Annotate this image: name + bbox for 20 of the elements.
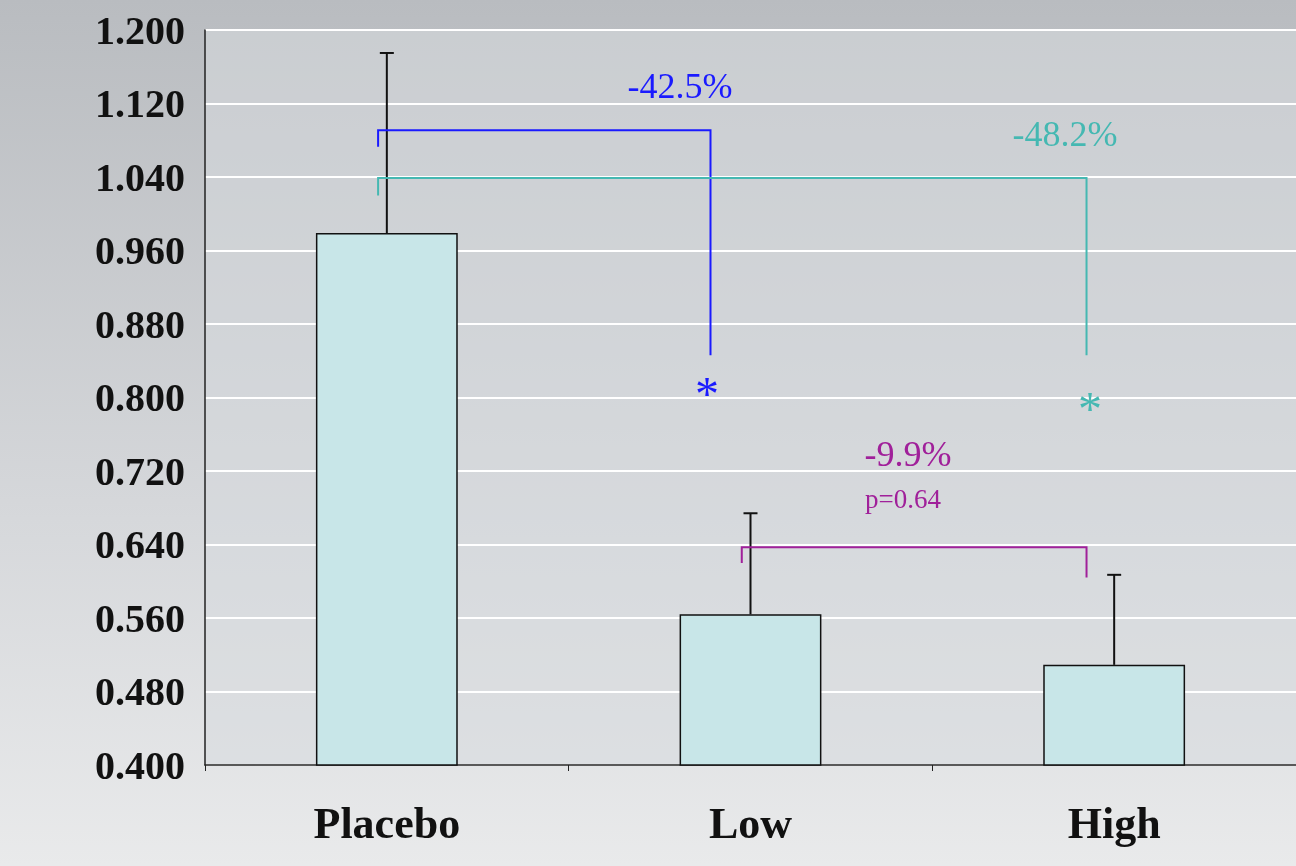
annotation: *: [695, 367, 719, 420]
y-tick-label: 0.640: [95, 522, 185, 567]
y-tick-label: 0.560: [95, 595, 185, 641]
x-tick-label: High: [1067, 798, 1161, 848]
annotation: *: [1078, 382, 1102, 435]
y-tick-label: 1.120: [95, 81, 185, 126]
y-tick-label: 1.040: [95, 154, 185, 200]
y-tick-label: 0.480: [95, 669, 185, 714]
annotation: p=0.64: [865, 484, 942, 514]
x-tick-label: Placebo: [313, 798, 461, 848]
y-tick-label: 0.720: [95, 448, 185, 494]
y-tick-label: 0.880: [95, 301, 185, 347]
annotation: -9.9%: [864, 434, 952, 474]
annotation: -48.2%: [1012, 114, 1118, 154]
y-tick-label: 0.960: [95, 228, 185, 273]
annotation: -42.5%: [627, 66, 733, 106]
y-tick-label: 0.400: [95, 742, 185, 788]
y-tick-label: 1.200: [95, 7, 185, 53]
y-tick-label: 0.800: [95, 375, 185, 420]
x-tick-label: Low: [708, 798, 793, 848]
